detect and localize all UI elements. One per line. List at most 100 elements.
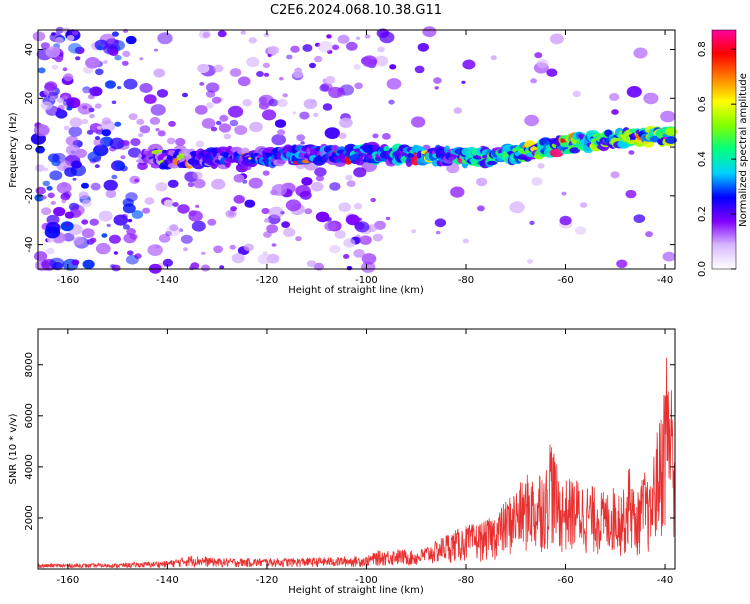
spectrogram-cell (197, 63, 210, 74)
spectrogram-cell (217, 30, 227, 38)
spectrogram-cell (62, 98, 75, 107)
spectrogram-cell (123, 233, 137, 244)
spectrogram-cell (195, 105, 208, 115)
spectrogram-cell (417, 42, 429, 52)
spectrogram-cell (205, 90, 216, 98)
spectrogram-cell (310, 181, 324, 192)
spectrogram-cell (315, 211, 330, 223)
spectrogram-cell (382, 133, 391, 140)
spectrogram-cell (172, 202, 179, 207)
spectrogram-cell (271, 243, 277, 247)
spectrogram-cell (315, 175, 325, 182)
spectrogram-cell (276, 159, 286, 164)
spectrogram-cell (337, 34, 350, 44)
spectrogram-cell (177, 204, 190, 214)
spectrogram-cell (490, 55, 497, 61)
spectrogram-cell (206, 82, 220, 93)
spectrogram-cell (168, 120, 176, 127)
spectrogram-cell (167, 179, 179, 188)
spectrogram-cell (299, 111, 310, 120)
spectrogram-cell (139, 83, 153, 93)
spectrogram-cell (364, 34, 371, 39)
spectrogram-cell (324, 221, 337, 232)
spectrogram-cell (199, 82, 205, 86)
spectrogram-cell (205, 102, 214, 109)
spectrogram-cell (322, 103, 333, 111)
snr-y-ticks: 2000 4000 6000 8000 (24, 352, 675, 531)
spectrogram-cell (625, 189, 637, 199)
spectrogram-cell (158, 234, 171, 243)
spectrogram-cell (248, 177, 263, 189)
spectrogram-cell (559, 215, 572, 226)
x-tick-label: -80 (458, 275, 474, 286)
spectrogram-cell (75, 56, 81, 61)
spectrogram-cell (142, 207, 151, 214)
spectrogram-cell (319, 84, 330, 92)
spectrogram-cell (237, 76, 251, 87)
spectrogram-cell (120, 155, 126, 160)
spectrogram-cell (263, 72, 270, 77)
spectrogram-cell (296, 134, 306, 142)
colorbar-frame (711, 29, 737, 270)
spectrogram-cell (183, 247, 188, 252)
spectrogram-cell (93, 138, 105, 147)
spectrogram-cell (261, 207, 270, 215)
spectrogram-cell (414, 65, 425, 74)
spectrogram-cell (346, 180, 356, 188)
spectrogram-cell (353, 249, 365, 258)
spectrogram-cell (157, 130, 166, 137)
spectrogram-cell (201, 264, 210, 272)
spectrogram-cell (101, 129, 112, 137)
spectrogram-cell (60, 221, 74, 232)
spectrogram-cell (461, 80, 466, 84)
spectrogram-cell (56, 182, 72, 194)
spectrogram-cell (65, 135, 79, 146)
spectrogram-cell (346, 41, 358, 51)
spectrogram-cell (187, 181, 195, 188)
spectrogram-cell (258, 101, 270, 110)
spectrogram-cell (244, 199, 256, 208)
y-tick-label: -20 (24, 188, 35, 204)
spectrogram-cell (345, 174, 353, 181)
spectrogram-cell (51, 159, 61, 167)
spectrogram-cell (46, 214, 60, 225)
spectrogram-cell (64, 211, 75, 219)
spectrogram-cell (169, 224, 179, 232)
spectrogram-cell (549, 148, 564, 158)
spectrogram-cell (210, 126, 218, 132)
spectrogram-cell (285, 199, 302, 212)
spectrogram-cell (122, 224, 130, 230)
spectrogram-cell (89, 237, 97, 243)
spectrogram-cell (379, 31, 395, 44)
spectrogram-cell (111, 31, 119, 37)
spectrogram-x-axis-label: Height of straight line (km) (288, 285, 424, 296)
spectrogram-cell (127, 250, 134, 256)
y-tick-label: 40 (24, 43, 35, 56)
spectrogram-cell (486, 160, 498, 166)
spectrogram-cell (268, 206, 284, 219)
spectrogram-cell (85, 57, 101, 69)
spectrogram-cell (111, 264, 121, 272)
snr-plot-area (38, 329, 675, 569)
spectrogram-cell (242, 99, 252, 107)
spectrogram-cell (299, 190, 312, 200)
spectrogram-cell (389, 64, 397, 70)
spectrogram-cell (240, 30, 247, 35)
spectrogram-cell (191, 220, 206, 232)
spectrogram-cell (215, 120, 222, 126)
spectrogram-cell (233, 194, 245, 204)
spectrogram-cell (609, 93, 620, 101)
spectrogram-cell (229, 244, 236, 250)
spectrogram-cell (49, 170, 63, 181)
spectrogram-cell (610, 171, 620, 179)
spectrogram-cell (190, 262, 200, 270)
spectrogram-cell (626, 86, 642, 98)
spectrogram-cell (139, 57, 144, 61)
spectrogram-cell (346, 266, 353, 271)
spectrogram-cell (109, 137, 125, 150)
spectrogram-cell (81, 219, 89, 225)
spectrogram-cell (163, 199, 174, 207)
spectrogram-cell (72, 236, 85, 246)
spectrogram-cell (53, 206, 66, 217)
